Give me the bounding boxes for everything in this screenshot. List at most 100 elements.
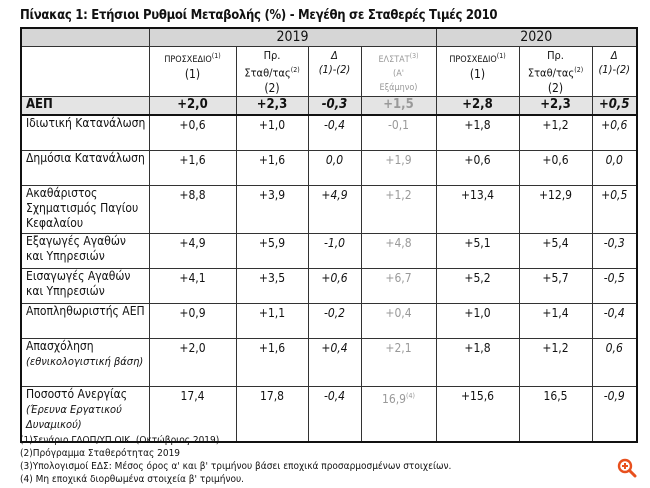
value: +6,7: [385, 270, 412, 285]
value-cell: -0,2: [307, 302, 362, 339]
table-row: Αποπληθωριστής ΑΕΠ +0,9 +1,1 -0,2 +0,4 +1,0 +1…: [20, 302, 638, 339]
value: -0,2: [323, 305, 346, 320]
value-cell: +1,8: [435, 337, 520, 387]
value-cell: +1,2: [518, 114, 593, 151]
row-label: Ακαθάριστος Σχηματισμός Παγίου Κεφαλαίου: [20, 184, 150, 234]
row-label-text: Εξαγωγές Αγαθών και Υπηρεσιών: [26, 233, 126, 263]
value-cell: +1,6: [235, 337, 309, 387]
value: -0,1: [387, 117, 410, 132]
value-cell: -0,3: [591, 232, 638, 269]
year-2020: 2020: [435, 27, 638, 47]
value-cell: +0,6: [518, 149, 593, 186]
value-cell: 0,0: [307, 149, 362, 186]
value: 17,4: [180, 388, 205, 403]
header-line: Δ: [610, 49, 618, 62]
footnote-ref: (2): [290, 66, 300, 74]
header-line: ΕΛΣΤΑΤ: [378, 55, 410, 65]
value-cell: +2,8: [435, 95, 520, 116]
value: +0,6: [321, 270, 348, 285]
value-cell: -0,4: [307, 114, 362, 151]
value: 0,0: [605, 152, 623, 167]
column-header: ΠΡΟΣΧΕΔΙΟ(1) (1): [148, 46, 237, 97]
value-cell: +8,8: [148, 184, 237, 234]
value: +0,5: [601, 187, 628, 202]
row-sublabel: (Έρευνα Εργατικού Δυναμικού): [26, 402, 122, 431]
row-sublabel: (εθνικολογιστική βάση): [26, 354, 144, 368]
value-cell: 17,8: [235, 385, 309, 443]
header-line: Δ: [331, 49, 338, 62]
value: 0,6: [605, 340, 623, 355]
footnote-ref: (1): [211, 52, 221, 60]
value: +1,8: [464, 340, 491, 355]
value: +1,0: [464, 305, 491, 320]
year-2019: 2019: [148, 27, 437, 47]
value-cell: +1,1: [235, 302, 309, 339]
row-label-text: ΑΕΠ: [26, 96, 53, 112]
value: +1,6: [258, 152, 286, 167]
zoom-in-icon[interactable]: [617, 458, 637, 478]
table-row: Ιδιωτική Κατανάλωση +0,6 +1,0 -0,4 -0,1 +1,8 +…: [20, 114, 638, 151]
value-cell: +0,6: [148, 114, 237, 151]
value: -0,3: [321, 96, 348, 112]
row-label-text: Εισαγωγές Αγαθών και Υπηρεσιών: [26, 268, 131, 298]
footnote: (3)Υπολογισμοί ΕΔΣ: Μέσος όρος α' και β'…: [20, 461, 452, 472]
value: +5,1: [464, 235, 491, 250]
value-cell: +5,1: [435, 232, 520, 269]
header-line: Σταθ/τας: [527, 66, 575, 80]
header-line: (Α': [393, 69, 404, 79]
value: +4,9: [179, 235, 206, 250]
value: +1,2: [542, 340, 569, 355]
value: +2,0: [179, 340, 206, 355]
value: -1,0: [323, 235, 346, 250]
row-label-text: Δημόσια Κατανάλωση: [26, 150, 145, 165]
table-row: Δημόσια Κατανάλωση +1,6 +1,6 0,0 +1,9 +0,6 +0,…: [20, 149, 638, 186]
column-header: Δ (1)-(2): [591, 46, 638, 97]
header-line: Εξάμηνο): [379, 83, 418, 93]
column-header: ΕΛΣΤΑΤ(3) (Α' Εξάμηνο): [360, 46, 437, 97]
table-row: Ακαθάριστος Σχηματισμός Παγίου Κεφαλαίου…: [20, 184, 638, 234]
value-cell: +5,2: [435, 267, 520, 304]
value-cell: +1,6: [235, 149, 309, 186]
value-cell: +1,5: [360, 95, 437, 116]
value-cell: +5,4: [518, 232, 593, 269]
value-cell: +0,4: [307, 337, 362, 387]
value: +3,5: [258, 270, 286, 285]
table-row: Απασχόληση (εθνικολογιστική βάση) +2,0 +1,6…: [20, 337, 638, 387]
row-label: Εισαγωγές Αγαθών και Υπηρεσιών: [20, 267, 150, 304]
value: +5,2: [464, 270, 491, 285]
value-cell: +4,9: [148, 232, 237, 269]
value: 16,5: [543, 388, 568, 403]
value-cell: +1,4: [518, 302, 593, 339]
footnote: (4) Μη εποχικά διορθωμένα στοιχεία β' τρ…: [20, 474, 245, 485]
value: +5,7: [542, 270, 569, 285]
value-cell: +2,0: [148, 337, 237, 387]
value: +1,4: [542, 305, 569, 320]
value: +4,1: [179, 270, 206, 285]
value: +1,8: [464, 117, 491, 132]
value-cell: +4,1: [148, 267, 237, 304]
value-cell: +12,9: [518, 184, 593, 234]
footnote: (2)Πρόγραμμα Σταθερότητας 2019: [20, 448, 181, 459]
value-cell: -0,4: [591, 302, 638, 339]
value: +2,8: [462, 96, 493, 112]
value: +0,5: [598, 96, 630, 112]
value-cell: -0,3: [307, 95, 362, 116]
value-cell: +3,9: [235, 184, 309, 234]
value-cell: +1,6: [148, 149, 237, 186]
row-label: Απασχόληση (εθνικολογιστική βάση): [20, 337, 150, 387]
footnote: (1)Σενάριο ΓΔΟΠ/ΥΠ.ΟΙΚ. (Οκτώβριος 2019): [20, 435, 220, 446]
row-label-text: Ακαθάριστος Σχηματισμός Παγίου Κεφαλαίου: [26, 185, 139, 230]
footnote-ref: (4): [406, 391, 415, 400]
value-cell: +4,9: [307, 184, 362, 234]
header-line: (2): [264, 80, 280, 95]
value-cell: +2,3: [518, 95, 593, 116]
row-label-text: Ποσοστό Ανεργίας: [26, 386, 128, 401]
value: +0,4: [385, 305, 412, 320]
value: +4,8: [385, 235, 412, 250]
value: +0,6: [542, 152, 569, 167]
value: +2,0: [177, 96, 208, 112]
header-line: (1): [469, 67, 486, 81]
value-cell: -0,1: [360, 114, 437, 151]
header-line: Σταθ/τας: [244, 66, 291, 80]
value-cell: +1,0: [435, 302, 520, 339]
